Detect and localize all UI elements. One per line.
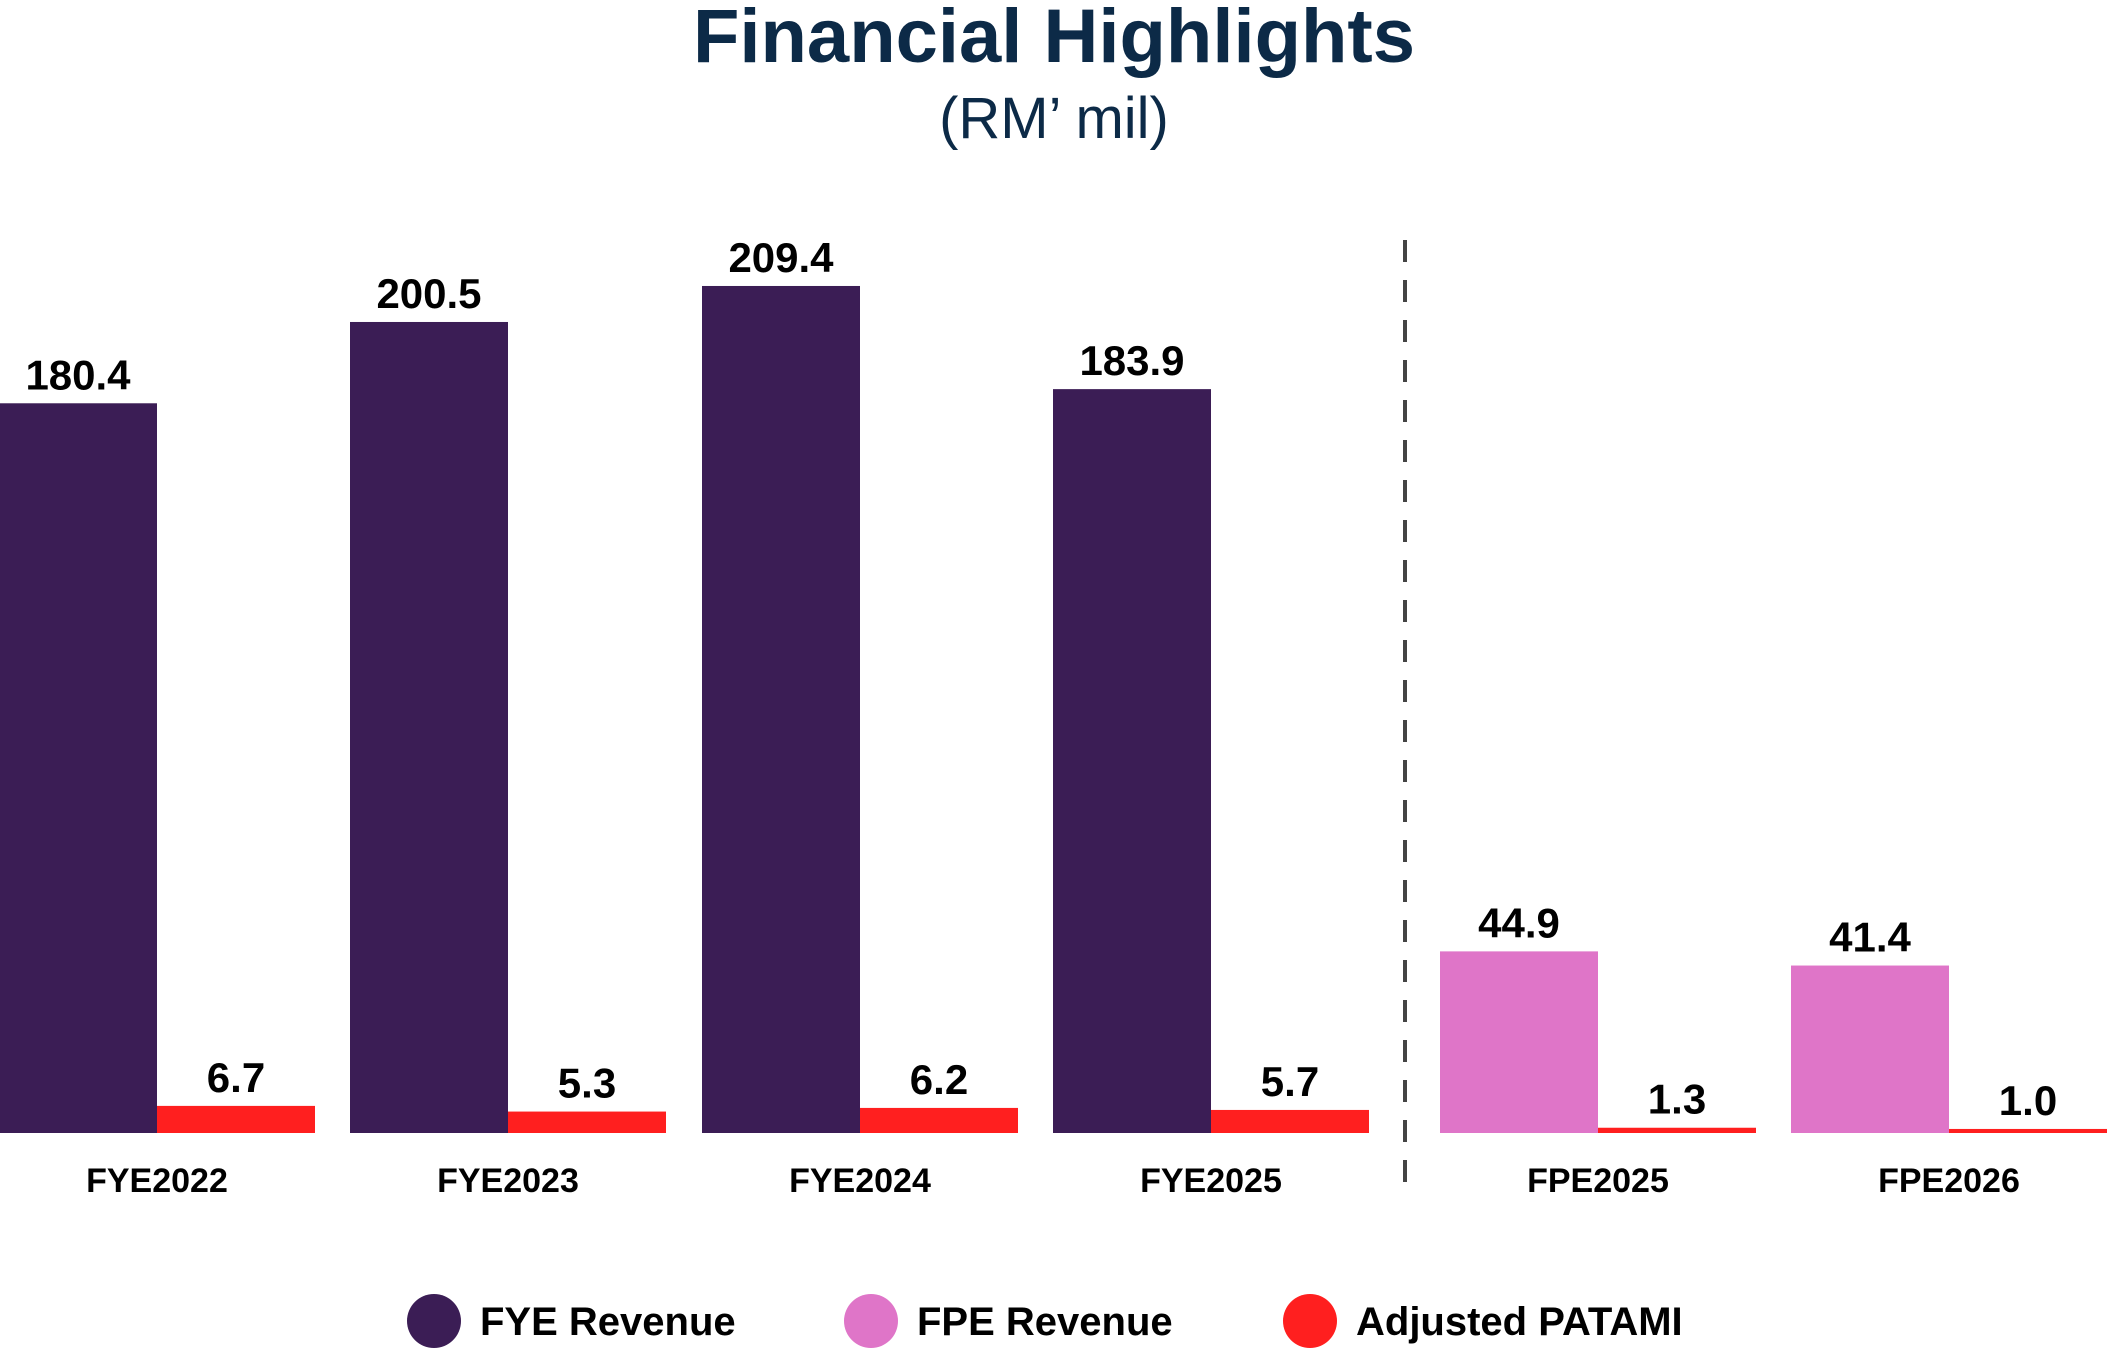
x-tick-label: FYE2025 [1140,1162,1282,1200]
bar [1440,951,1598,1133]
data-label: 1.3 [1648,1076,1706,1123]
chart-subtitle: (RM’ mil) [939,86,1169,151]
bar [1791,965,1949,1133]
data-label: 180.4 [25,351,131,398]
bar [157,1105,315,1133]
legend-marker [407,1294,461,1348]
legend-marker [1283,1294,1337,1348]
chart-title: Financial Highlights [693,0,1415,79]
data-label: 183.9 [1079,337,1184,384]
data-label: 5.3 [558,1060,616,1107]
bar [508,1111,666,1133]
bar [1053,389,1211,1133]
data-label: 200.5 [376,270,481,317]
data-label: 1.0 [1999,1077,2057,1124]
legend-label: Adjusted PATAMI [1356,1300,1683,1344]
bar [0,403,157,1134]
data-label: 209.4 [728,234,834,281]
data-label: 5.7 [1261,1058,1319,1105]
bar [350,321,508,1133]
legend-label: FYE Revenue [480,1300,736,1344]
bar [1598,1127,1756,1133]
bar [1211,1109,1369,1133]
x-tick-label: FPE2025 [1527,1162,1669,1200]
data-label: 6.7 [207,1054,265,1101]
data-label: 44.9 [1478,899,1560,946]
bar [702,285,860,1133]
legend-marker [844,1294,898,1348]
data-label: 41.4 [1829,914,1911,961]
legend-label: FPE Revenue [917,1300,1173,1344]
x-tick-label: FYE2024 [789,1162,931,1200]
bar [1949,1128,2107,1133]
data-label: 6.2 [910,1056,968,1103]
x-tick-label: FYE2023 [437,1162,579,1200]
x-tick-label: FYE2022 [86,1162,228,1200]
bar [860,1107,1018,1133]
x-tick-label: FPE2026 [1878,1162,2020,1200]
